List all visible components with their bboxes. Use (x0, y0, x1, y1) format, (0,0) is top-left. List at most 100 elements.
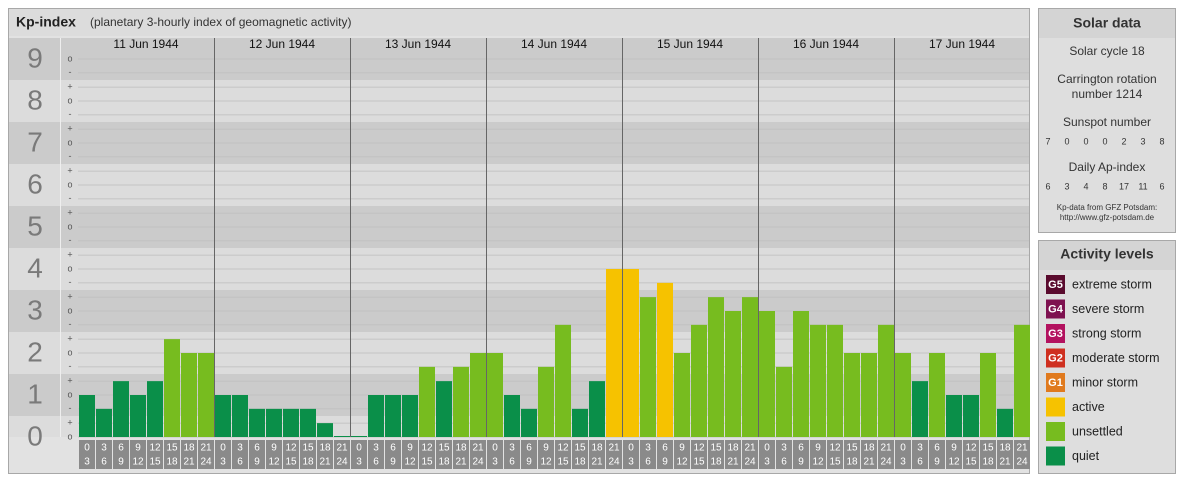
level-swatch (1046, 299, 1065, 319)
hour-end: 3 (900, 457, 906, 468)
hour-start: 12 (693, 443, 705, 454)
hour-start: 15 (574, 443, 586, 454)
minor-tick-label: + (67, 376, 72, 386)
hour-cell (453, 440, 469, 469)
hour-end: 18 (846, 457, 858, 468)
hour-cell (708, 440, 724, 469)
sunspot-numbers: 8 (1159, 136, 1164, 146)
minor-tick-label: o (67, 263, 72, 273)
hour-cell (283, 440, 299, 469)
hour-start: 0 (628, 443, 634, 454)
hour-start: 6 (254, 443, 260, 454)
hour-end: 18 (710, 457, 722, 468)
y-tick-label: 5 (27, 210, 43, 241)
minor-tick-label: o (67, 53, 72, 63)
hour-end: 9 (118, 457, 124, 468)
hour-cell (402, 440, 418, 469)
hour-end: 9 (390, 457, 396, 468)
hour-start: 9 (815, 443, 821, 454)
hour-cell (810, 440, 826, 469)
hour-end: 15 (285, 457, 297, 468)
hour-cell (776, 440, 792, 469)
ap-label: Daily Ap-index (1069, 160, 1146, 174)
hour-end: 24 (608, 457, 620, 468)
level-code: G1 (1048, 377, 1063, 389)
hour-end: 21 (319, 457, 331, 468)
kp-bar (283, 408, 299, 437)
hour-cell (895, 440, 911, 469)
hour-start: 9 (407, 443, 413, 454)
hour-cell (674, 440, 690, 469)
kp-bar (113, 381, 129, 437)
solar-cycle: Solar cycle 18 (1069, 44, 1145, 58)
kp-bar (181, 353, 197, 437)
hour-start: 12 (149, 443, 161, 454)
kp-bar (317, 423, 333, 437)
minor-tick-label: + (67, 208, 72, 218)
hour-start: 0 (356, 443, 362, 454)
solar-panel (1038, 8, 1176, 233)
hour-cell (232, 440, 248, 469)
hour-start: 15 (166, 443, 178, 454)
hour-end: 24 (1016, 457, 1028, 468)
hour-start: 3 (509, 443, 515, 454)
day-label: 17 Jun 1944 (929, 37, 995, 51)
level-swatch (1046, 422, 1065, 441)
y-tick-label: 3 (27, 294, 43, 325)
sunspot-numbers: 0 (1064, 136, 1069, 146)
hour-start: 0 (84, 443, 90, 454)
hour-start: 9 (271, 443, 277, 454)
hour-end: 6 (237, 457, 243, 468)
level-code: G3 (1048, 328, 1063, 340)
minor-tick-label: - (69, 361, 72, 371)
level-name: strong storm (1072, 326, 1141, 340)
minor-tick-label: - (69, 319, 72, 329)
hour-cell (130, 440, 146, 469)
kp-bar (198, 353, 214, 437)
hour-end: 18 (302, 457, 314, 468)
hour-cell (300, 440, 316, 469)
kp-bar (232, 395, 248, 437)
hour-cell (317, 440, 333, 469)
y-tick-label: 2 (27, 336, 43, 367)
hour-start: 3 (781, 443, 787, 454)
kp-bar (912, 381, 928, 437)
y-tick-label: 9 (27, 42, 43, 73)
hour-cell (793, 440, 809, 469)
minor-tick-label: - (69, 277, 72, 287)
hour-end: 9 (526, 457, 532, 468)
minor-tick-label: + (67, 82, 72, 92)
hour-cell (96, 440, 112, 469)
hour-start: 3 (101, 443, 107, 454)
kp-bar (334, 436, 350, 437)
minor-tick-label: + (67, 124, 72, 134)
hour-cell (640, 440, 656, 469)
levels-list: G5 extreme storm G4 severe storm G3 strong st… (1046, 275, 1160, 466)
hour-cell (368, 440, 384, 469)
hour-start: 21 (744, 443, 756, 454)
hour-cell (436, 440, 452, 469)
hour-end: 21 (591, 457, 603, 468)
hour-start: 18 (727, 443, 739, 454)
y-tick-label: 0 (27, 420, 43, 451)
minor-tick-label: o (67, 221, 72, 231)
kp-bar (453, 366, 469, 437)
kp-bar (521, 408, 537, 437)
sunspot-numbers: 7 (1045, 136, 1050, 146)
ap-values: 3 (1064, 181, 1069, 191)
kp-bar (79, 395, 95, 437)
level-name: unsettled (1072, 424, 1123, 438)
kp-bar (606, 269, 622, 437)
minor-tick-label: - (69, 151, 72, 161)
hour-cell (657, 440, 673, 469)
hour-cell (980, 440, 996, 469)
kp-bar (130, 395, 146, 437)
hour-cell (487, 440, 503, 469)
hour-start: 0 (764, 443, 770, 454)
level-code: G5 (1048, 279, 1063, 291)
day-label: 13 Jun 1944 (385, 37, 451, 51)
hour-cell (691, 440, 707, 469)
hour-cell (419, 440, 435, 469)
hour-end: 9 (662, 457, 668, 468)
hour-start: 3 (645, 443, 651, 454)
